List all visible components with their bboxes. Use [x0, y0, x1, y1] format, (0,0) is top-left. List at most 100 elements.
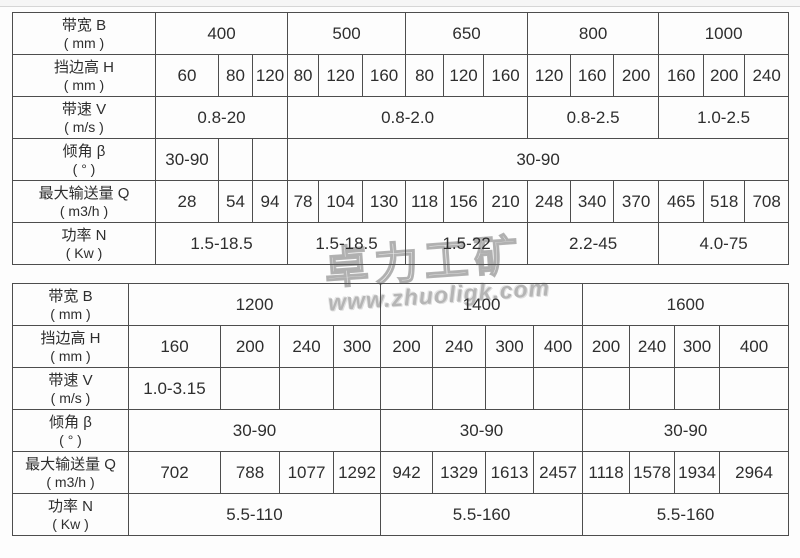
empty-cell	[218, 138, 253, 181]
empty-cell	[629, 367, 676, 410]
empty-cell	[220, 367, 280, 410]
capacity-cell: 1118	[582, 451, 631, 494]
spec-table-large-widths: 带宽 B ( mm ) 1200 1400 1600 挡边高 H ( mm ) …	[12, 283, 790, 536]
capacity-cell: 1613	[485, 451, 535, 494]
power-cell: 2.2-45	[527, 222, 660, 265]
row-header-line2: ( ° )	[59, 431, 82, 448]
capacity-cell: 1077	[279, 451, 334, 494]
power-cell: 5.5-160	[380, 493, 584, 536]
row-header-max-capacity: 最大输送量 Q ( m3/h )	[12, 451, 129, 494]
row-header-line1: 倾角 β	[49, 413, 92, 431]
row-incline-angle: 倾角 β ( ° ) 30-90 30-90	[12, 138, 790, 181]
edge-height-cell: 80	[218, 54, 253, 97]
empty-cell	[485, 367, 535, 410]
bandwidth-value-cell: 1400	[380, 283, 584, 326]
capacity-cell: 248	[527, 180, 572, 223]
edge-height-cell: 240	[432, 325, 487, 368]
belt-speed-cell: 0.8-2.5	[527, 96, 660, 139]
power-cell: 1.5-22	[405, 222, 529, 265]
edge-height-cell: 120	[251, 54, 289, 97]
edge-height-cell: 200	[613, 54, 660, 97]
bandwidth-value-cell: 650	[405, 12, 529, 55]
row-header-line2: ( Kw )	[52, 515, 89, 532]
edge-height-cell: 300	[674, 325, 721, 368]
row-header-belt-speed: 带速 V ( m/s )	[12, 96, 156, 139]
edge-height-cell: 400	[719, 325, 790, 368]
edge-height-cell: 160	[362, 54, 407, 97]
power-cell: 1.5-18.5	[154, 222, 289, 265]
row-header-line1: 带宽 B	[61, 16, 107, 34]
row-header-incline-angle: 倾角 β ( ° )	[12, 409, 129, 452]
capacity-cell: 518	[703, 180, 746, 223]
row-header-line2: ( Kw )	[65, 244, 103, 261]
empty-cell	[582, 367, 631, 410]
edge-height-cell: 240	[744, 54, 790, 97]
row-header-bandwidth: 带宽 B ( mm )	[12, 12, 156, 55]
row-header-bandwidth: 带宽 B ( mm )	[12, 283, 129, 326]
capacity-cell: 1578	[629, 451, 676, 494]
row-header-line2: ( m/s )	[64, 118, 104, 135]
row-header-line1: 挡边高 H	[53, 58, 114, 76]
edge-height-cell: 120	[443, 54, 485, 97]
empty-cell	[674, 367, 721, 410]
row-belt-speed: 带速 V ( m/s ) 0.8-20 0.8-2.0 0.8-2.5 1.0-…	[12, 96, 790, 139]
row-header-line1: 带宽 B	[48, 287, 93, 305]
row-header-line1: 带速 V	[61, 100, 107, 118]
row-bandwidth: 带宽 B ( mm ) 400 500 650 800 1000	[12, 12, 790, 55]
empty-cell	[251, 138, 289, 181]
capacity-cell: 788	[220, 451, 280, 494]
edge-height-cell: 240	[279, 325, 334, 368]
capacity-cell: 2964	[719, 451, 790, 494]
edge-height-cell: 300	[332, 325, 382, 368]
row-header-edge-height: 挡边高 H ( mm )	[12, 54, 156, 97]
row-header-max-capacity: 最大输送量 Q ( m3/h )	[12, 180, 156, 223]
incline-angle-cell: 30-90	[127, 409, 382, 452]
capacity-cell: 118	[405, 180, 445, 223]
edge-height-cell: 120	[527, 54, 572, 97]
capacity-cell: 156	[443, 180, 485, 223]
row-header-line1: 功率 N	[61, 226, 107, 244]
row-belt-speed: 带速 V ( m/s ) 1.0-3.15	[12, 367, 790, 410]
capacity-cell: 1329	[432, 451, 487, 494]
belt-speed-cell: 0.8-2.0	[287, 96, 529, 139]
power-cell: 5.5-160	[582, 493, 790, 536]
bandwidth-value-cell: 400	[154, 12, 289, 55]
incline-angle-cell: 30-90	[380, 409, 584, 452]
edge-height-cell: 60	[155, 54, 219, 97]
capacity-cell: 708	[744, 180, 790, 223]
edge-height-cell: 160	[570, 54, 615, 97]
power-cell: 5.5-110	[127, 493, 382, 536]
capacity-cell: 2457	[533, 451, 584, 494]
empty-cell	[719, 367, 790, 410]
capacity-cell: 340	[570, 180, 615, 223]
power-cell: 1.5-18.5	[287, 222, 407, 265]
bandwidth-value-cell: 800	[527, 12, 660, 55]
row-bandwidth: 带宽 B ( mm ) 1200 1400 1600	[12, 283, 790, 326]
row-max-capacity: 最大输送量 Q ( m3/h ) 28 54 94 78 104 130 118…	[12, 180, 790, 223]
edge-height-cell: 300	[485, 325, 535, 368]
capacity-cell: 28	[155, 180, 219, 223]
empty-cell	[279, 367, 334, 410]
capacity-cell: 104	[318, 180, 364, 223]
row-header-line1: 功率 N	[47, 497, 93, 515]
capacity-cell: 1934	[674, 451, 721, 494]
row-header-belt-speed: 带速 V ( m/s )	[12, 367, 129, 410]
incline-angle-cell: 30-90	[155, 138, 219, 181]
row-power: 功率 N ( Kw ) 5.5-110 5.5-160 5.5-160	[12, 493, 790, 536]
capacity-cell: 702	[128, 451, 221, 494]
row-max-capacity: 最大输送量 Q ( m3/h ) 702 788 1077 1292 942 1…	[12, 451, 790, 494]
row-header-line2: ( m3/h )	[59, 202, 109, 219]
row-header-line1: 最大输送量 Q	[25, 455, 116, 473]
edge-height-cell: 80	[287, 54, 320, 97]
capacity-cell: 370	[613, 180, 660, 223]
spec-table-small-widths: 带宽 B ( mm ) 400 500 650 800 1000 挡边高 H (…	[12, 12, 790, 265]
edge-height-cell: 200	[380, 325, 434, 368]
bandwidth-value-cell: 500	[287, 12, 407, 55]
capacity-cell: 942	[380, 451, 434, 494]
edge-height-cell: 120	[318, 54, 364, 97]
row-header-line1: 最大输送量 Q	[38, 184, 130, 202]
belt-speed-cell: 0.8-20	[154, 96, 289, 139]
edge-height-cell: 160	[128, 325, 221, 368]
empty-cell	[380, 367, 434, 410]
edge-height-cell: 240	[629, 325, 676, 368]
